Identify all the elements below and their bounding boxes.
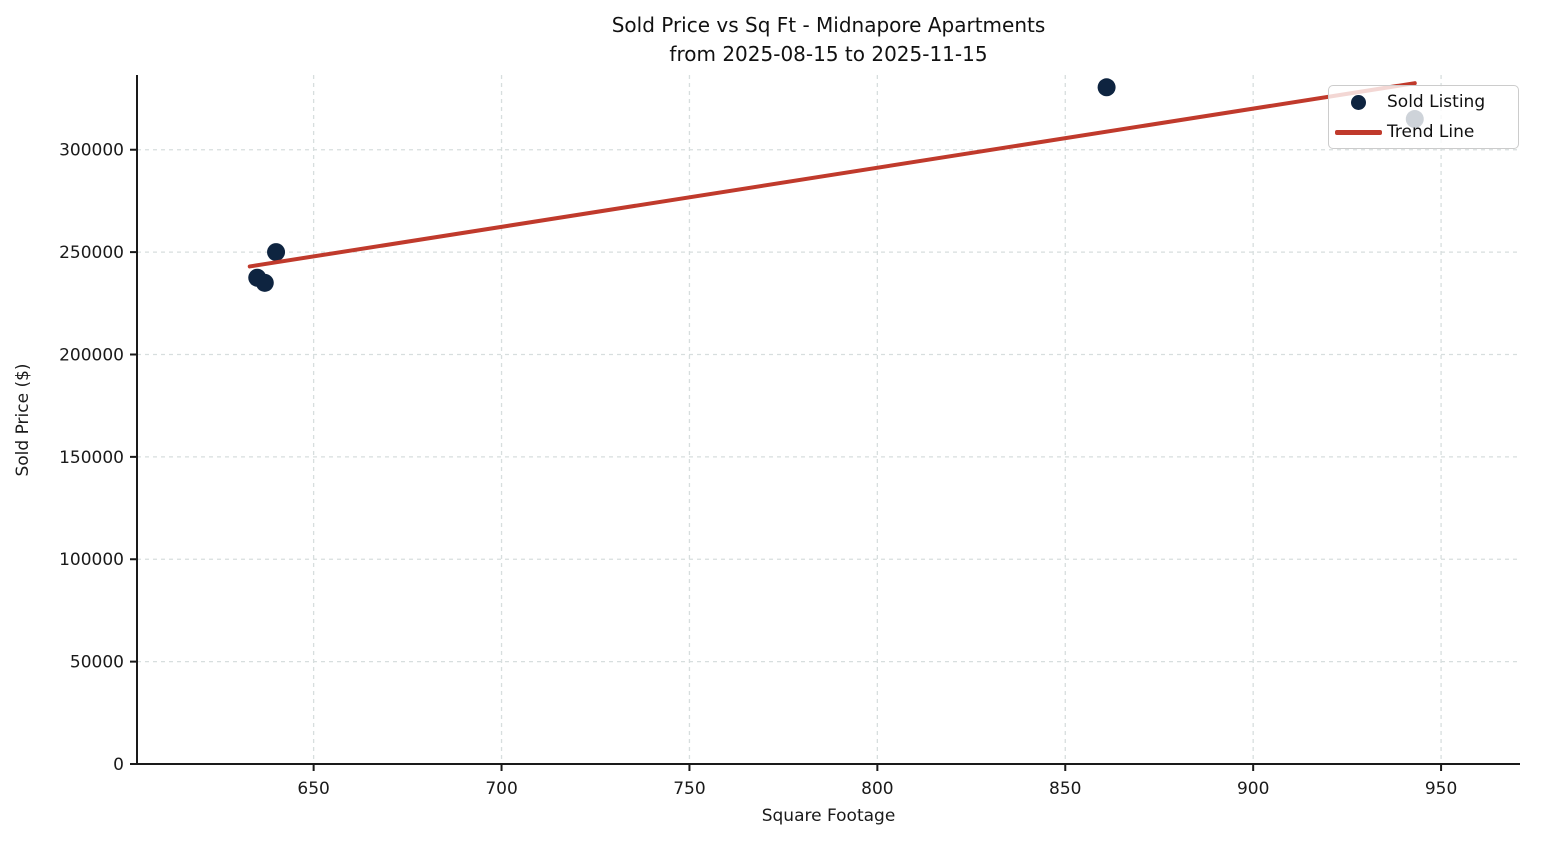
y-tick-label: 150000 <box>59 448 124 468</box>
y-tick-label: 100000 <box>59 550 124 570</box>
chart-title-block: Sold Price vs Sq Ft - Midnapore Apartmen… <box>137 11 1520 69</box>
x-tick-label: 900 <box>1237 779 1269 799</box>
legend: Sold Listing Trend Line <box>1328 85 1519 149</box>
x-tick-label: 700 <box>485 779 517 799</box>
x-axis-label: Square Footage <box>761 806 896 826</box>
sold-listing-marker-icon <box>1350 94 1366 110</box>
scatter-point <box>1097 78 1116 97</box>
scatter-point <box>255 273 274 292</box>
x-tick-label: 750 <box>673 779 705 799</box>
y-tick-label: 300000 <box>59 141 124 161</box>
x-tick-label: 800 <box>861 779 893 799</box>
legend-marker-cell <box>1329 94 1387 110</box>
y-axis-label: Sold Price ($) <box>13 363 33 477</box>
y-tick-label: 0 <box>113 755 124 775</box>
y-tick-label: 50000 <box>70 653 124 673</box>
scatter-point <box>267 243 286 262</box>
legend-label-sold-listing: Sold Listing <box>1387 92 1486 112</box>
legend-item-sold-listing: Sold Listing <box>1329 90 1518 115</box>
x-tick-label: 850 <box>1049 779 1081 799</box>
legend-item-trend-line: Trend Line <box>1329 120 1518 145</box>
trend-line <box>247 81 1417 269</box>
legend-label-trend-line: Trend Line <box>1387 122 1475 142</box>
x-tick-label: 950 <box>1425 779 1457 799</box>
trend-line-marker-icon <box>1334 129 1382 135</box>
chart-subtitle: from 2025-08-15 to 2025-11-15 <box>669 42 988 66</box>
y-tick-label: 200000 <box>59 345 124 365</box>
x-tick-label: 650 <box>297 779 329 799</box>
chart-title: Sold Price vs Sq Ft - Midnapore Apartmen… <box>611 13 1046 37</box>
y-tick-label: 250000 <box>59 243 124 263</box>
legend-marker-cell <box>1329 129 1387 135</box>
